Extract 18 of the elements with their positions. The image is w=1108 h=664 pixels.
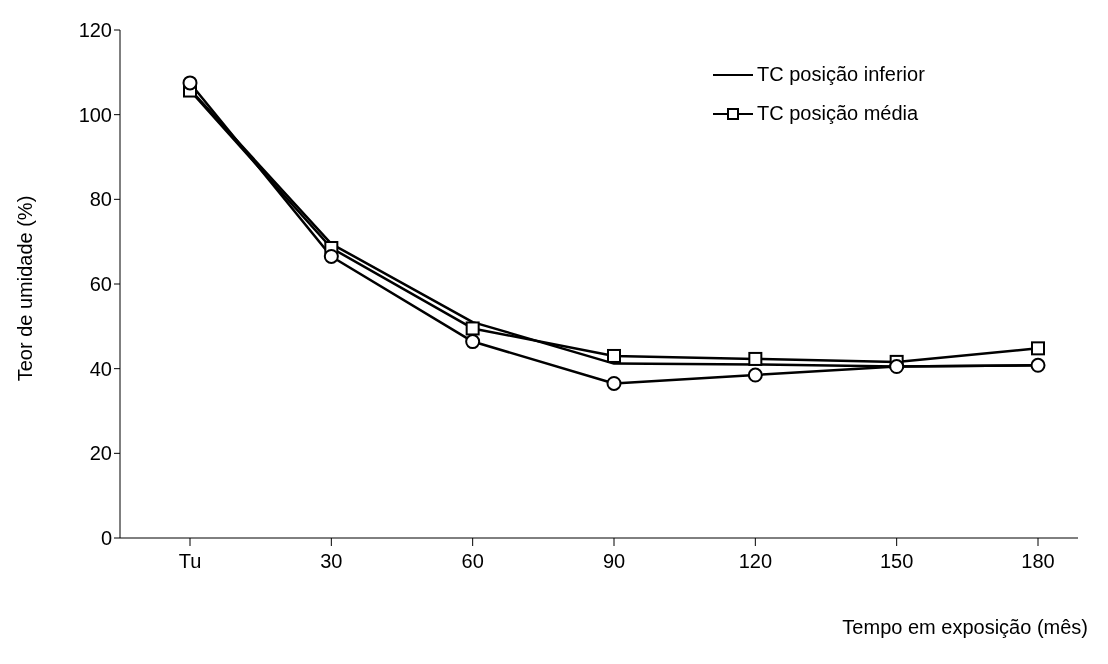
legend-label: TC posição média [757,102,919,125]
y-tick-label: 100 [78,103,112,126]
y-axis-title: Teor de umidade (%) [14,195,38,381]
x-tick-label: Tu [178,550,202,573]
y-tick-label: 60 [89,273,112,296]
x-tick-label: 60 [461,550,484,573]
x-tick-label: 90 [602,550,626,573]
x-tick-label: 30 [320,550,343,573]
y-tick-label: 20 [89,442,112,465]
x-axis-title: Tempo em exposição (mês) [842,616,1088,639]
x-tick-label: 150 [879,550,914,573]
legend-label: TC posição inferior [757,63,925,86]
y-tick-label: 40 [89,357,112,380]
y-tick-label: 0 [100,527,112,550]
y-tick-label: 120 [78,19,112,42]
y-tick-label: 80 [89,188,112,211]
x-tick-label: 180 [1021,550,1055,573]
x-tick-label: 120 [738,550,773,573]
